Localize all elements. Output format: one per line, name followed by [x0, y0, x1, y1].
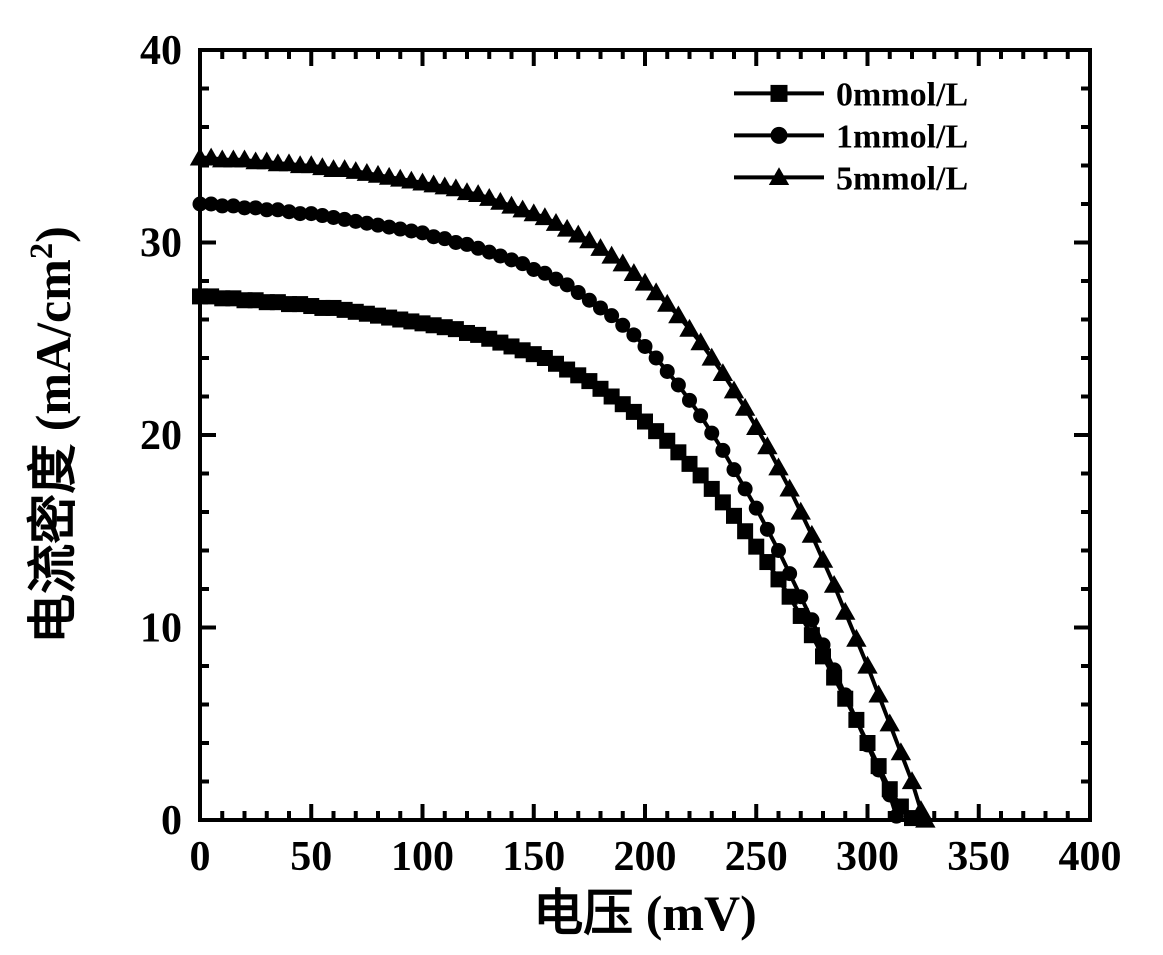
x-tick-label: 350 [947, 834, 1010, 880]
legend-label: 1mmol/L [836, 118, 968, 155]
x-tick-label: 400 [1059, 834, 1122, 880]
legend-label: 0mmol/L [836, 76, 968, 113]
legend: 0mmol/L 1mmol/L 5mmol/L [734, 76, 968, 197]
y-tick-label: 30 [140, 221, 182, 267]
x-tick-label: 0 [190, 834, 211, 880]
x-tick-label: 200 [614, 834, 677, 880]
x-tick-label: 250 [725, 834, 788, 880]
x-tick-label: 50 [290, 834, 332, 880]
x-axis-label: 电压 (mV) [533, 885, 757, 941]
y-tick-label: 40 [140, 28, 182, 74]
y-tick-label: 10 [140, 606, 182, 652]
y-tick-label: 0 [161, 798, 182, 844]
y-tick-label: 20 [140, 413, 182, 459]
y-axis-label: 电流密度 (mA/cm2) [24, 226, 81, 644]
jv-curve-chart: 0 50 100 150 200 250 300 350 400 0 10 20 30 40 电压 (mV)… [0, 0, 1163, 955]
x-tick-label: 300 [836, 834, 899, 880]
x-tick-label: 150 [502, 834, 565, 880]
legend-label: 5mmol/L [836, 160, 968, 197]
svg-text:电流密度 (mA/cm2): 电流密度 (mA/cm2) [24, 226, 81, 644]
x-tick-label: 100 [391, 834, 454, 880]
